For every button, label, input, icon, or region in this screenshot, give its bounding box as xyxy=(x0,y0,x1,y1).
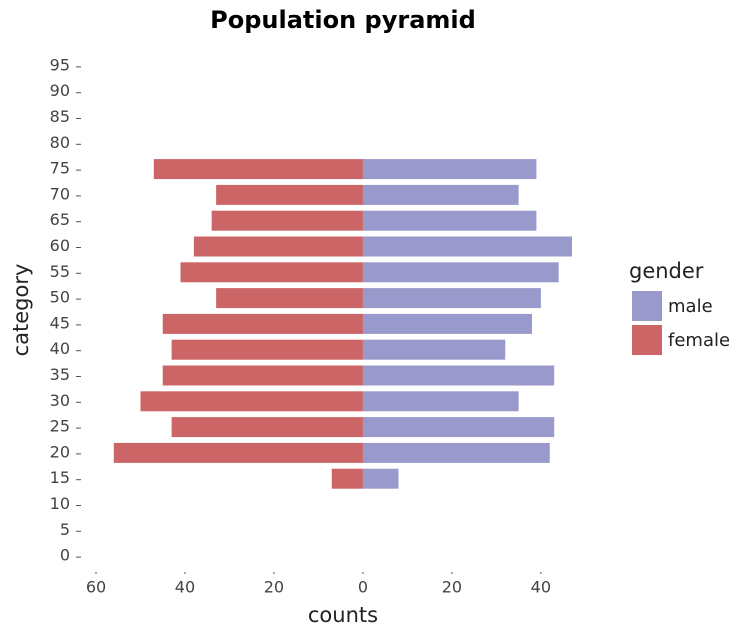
y-axis-label: category xyxy=(9,264,33,357)
y-tick-label: 95 xyxy=(50,55,70,74)
bar xyxy=(162,365,363,386)
bar xyxy=(362,159,537,180)
bar xyxy=(193,236,363,257)
bar xyxy=(362,339,506,360)
y-tick-label: 70 xyxy=(50,184,70,203)
bar xyxy=(162,313,363,334)
y-tick-label: 20 xyxy=(50,442,70,461)
bar xyxy=(362,442,550,463)
y-tick-label: 15 xyxy=(50,468,70,487)
bar xyxy=(362,468,399,489)
y-tick-label: 80 xyxy=(50,133,70,152)
y-tick-label: 65 xyxy=(50,210,70,229)
bar xyxy=(362,391,519,412)
y-tick-label: 35 xyxy=(50,365,70,384)
legend-label: female xyxy=(668,330,730,351)
legend-title: gender xyxy=(629,259,704,283)
legend-swatch xyxy=(632,325,662,355)
bar xyxy=(140,391,363,412)
bar xyxy=(216,288,363,309)
y-tick-label: 45 xyxy=(50,313,70,332)
y-tick-label: 0 xyxy=(60,546,70,565)
bar xyxy=(171,339,363,360)
bar xyxy=(153,159,363,180)
y-tick-label: 25 xyxy=(50,417,70,436)
bar xyxy=(216,184,363,205)
bar xyxy=(362,288,541,309)
bar xyxy=(362,262,559,283)
bar xyxy=(362,417,555,438)
y-tick-label: 10 xyxy=(50,494,70,513)
x-tick-label: 20 xyxy=(264,578,284,597)
x-tick-label: 0 xyxy=(358,578,368,597)
bar xyxy=(331,468,363,489)
y-tick-label: 5 xyxy=(60,520,70,539)
y-tick-label: 85 xyxy=(50,107,70,126)
bar xyxy=(362,365,555,386)
y-tick-label: 90 xyxy=(50,81,70,100)
chart-title: Population pyramid xyxy=(210,6,476,34)
x-tick-label: 20 xyxy=(442,578,462,597)
x-tick-label: 40 xyxy=(531,578,551,597)
bar xyxy=(211,210,363,231)
bar xyxy=(171,417,363,438)
bar xyxy=(113,442,363,463)
y-tick-label: 60 xyxy=(50,236,70,255)
y-tick-label: 75 xyxy=(50,159,70,178)
bar xyxy=(362,210,537,231)
y-tick-label: 50 xyxy=(50,288,70,307)
bar xyxy=(362,313,532,334)
x-tick-label: 40 xyxy=(175,578,195,597)
y-tick-label: 30 xyxy=(50,391,70,410)
y-tick-label: 40 xyxy=(50,339,70,358)
legend-swatch xyxy=(632,291,662,321)
bar xyxy=(362,236,572,257)
legend-label: male xyxy=(668,296,713,317)
y-tick-label: 55 xyxy=(50,262,70,281)
x-axis-label: counts xyxy=(308,603,378,627)
bar xyxy=(180,262,363,283)
bar xyxy=(362,184,519,205)
x-tick-label: 60 xyxy=(86,578,106,597)
